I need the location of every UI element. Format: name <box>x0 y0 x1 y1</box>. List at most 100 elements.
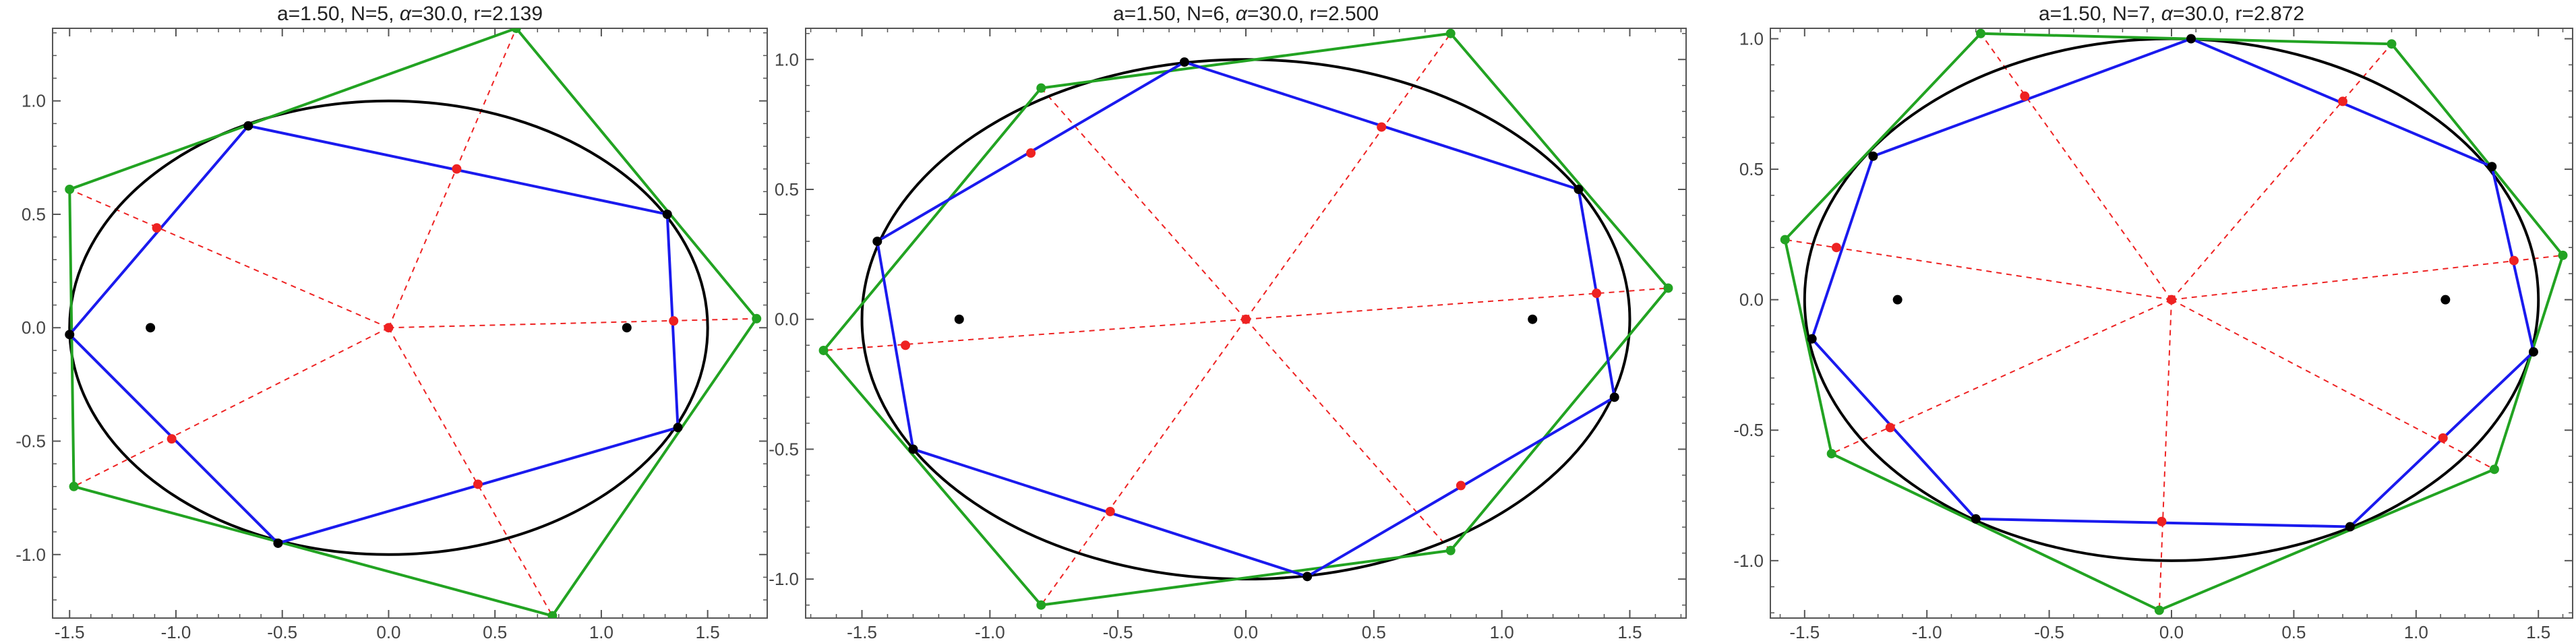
x-tick-label: 1.0 <box>589 622 613 642</box>
outer-vertex <box>2558 250 2568 260</box>
y-tick-label: 0.5 <box>1739 159 1764 179</box>
ray-line <box>1980 33 2172 301</box>
outer-polygon <box>68 28 758 617</box>
x-tick-label: 1.5 <box>1617 622 1642 642</box>
outer-vertex <box>2489 464 2499 474</box>
ray-line <box>2171 254 2563 301</box>
x-tick-label: -1.5 <box>55 622 85 642</box>
y-tick-label: -1.0 <box>769 569 799 589</box>
ray-line <box>1040 319 1247 606</box>
outer-polygon <box>1783 32 2565 612</box>
y-tick-label: -0.5 <box>16 431 46 452</box>
ray-line <box>73 327 389 487</box>
outer-vertex <box>1445 28 1456 38</box>
ray-line <box>2158 299 2172 611</box>
x-tick-label: -1.0 <box>975 622 1005 642</box>
inner-vertex <box>2487 162 2497 172</box>
outer-vertex <box>1780 235 1790 245</box>
midpoint <box>1456 481 1466 491</box>
inner-vertex <box>673 423 683 433</box>
midpoint <box>2020 91 2030 101</box>
inner-vertex <box>908 444 918 454</box>
outer-vertex <box>1036 83 1046 93</box>
y-tick-label: -0.5 <box>769 439 799 459</box>
ray-line <box>1831 299 2172 454</box>
midpoint <box>669 316 679 326</box>
inner-vertex <box>65 330 75 340</box>
inner-vertex <box>1971 514 1981 524</box>
midpoint <box>473 479 483 489</box>
ray-line <box>1785 239 2172 301</box>
center-point <box>2167 295 2176 305</box>
x-tick-label: -1.0 <box>161 622 191 642</box>
midpoint <box>2509 255 2519 266</box>
focus-point <box>954 314 964 324</box>
ray-line <box>823 318 1247 351</box>
outer-vertex <box>1663 283 1673 293</box>
outer-vertex <box>2387 39 2397 49</box>
inner-vertex <box>2345 522 2355 532</box>
outer-vertex <box>547 611 558 618</box>
y-tick-label: 0.5 <box>22 204 46 224</box>
ray-line <box>2171 43 2393 301</box>
midpoint <box>2157 516 2167 526</box>
x-tick-label: -1.0 <box>1912 622 1942 642</box>
focus-point <box>146 323 156 333</box>
midpoint <box>901 340 911 350</box>
midpoint <box>1592 288 1602 299</box>
focus-point <box>1892 295 1903 305</box>
outer-vertex <box>511 28 521 33</box>
midpoint <box>1026 148 1036 158</box>
y-tick-label: -1.0 <box>16 545 46 565</box>
ellipse <box>68 99 709 556</box>
outer-vertex <box>69 481 79 491</box>
plot-area <box>65 28 762 618</box>
inner-vertex <box>872 237 882 247</box>
outer-vertex <box>752 313 762 324</box>
x-tick-label: 0.0 <box>2159 622 2184 642</box>
plot-area <box>818 28 1673 610</box>
panel-title: a=1.50, N=7, α=30.0, r=2.872 <box>2039 3 2304 25</box>
x-tick-label: 1.0 <box>2404 622 2428 642</box>
x-tick-label: 1.5 <box>696 622 720 642</box>
x-tick-label: -0.5 <box>1103 622 1133 642</box>
y-tick-label: 0.0 <box>775 309 799 330</box>
x-tick-label: -1.5 <box>847 622 877 642</box>
panel-title: a=1.50, N=6, α=30.0, r=2.500 <box>1113 3 1379 25</box>
focus-point <box>622 323 632 333</box>
focus-point <box>1528 314 1538 324</box>
outer-vertex <box>1036 600 1046 610</box>
inner-vertex <box>1302 572 1313 582</box>
inner-polygon <box>68 124 680 545</box>
x-tick-label: -1.5 <box>1789 622 1820 642</box>
y-tick-label: 0.5 <box>775 179 799 200</box>
ray-line <box>388 28 517 328</box>
y-tick-label: 0.0 <box>1739 290 1764 310</box>
y-tick-label: 1.0 <box>1739 28 1764 49</box>
midpoint <box>167 434 177 444</box>
inner-vertex <box>1574 184 1584 194</box>
y-tick-label: -1.0 <box>1733 551 1764 571</box>
inner-vertex <box>2528 347 2538 357</box>
outer-vertex <box>1826 449 1836 459</box>
outer-vertex <box>65 184 75 194</box>
center-point <box>384 323 394 333</box>
ray-line <box>1245 287 1669 320</box>
midpoint <box>1105 506 1115 516</box>
x-tick-label: -0.5 <box>2034 622 2064 642</box>
x-tick-label: 0.5 <box>483 622 507 642</box>
midpoint <box>1377 122 1387 132</box>
x-tick-label: 0.0 <box>376 622 400 642</box>
ray-line <box>388 327 553 617</box>
ray-line <box>2171 299 2495 470</box>
x-tick-label: 1.5 <box>2526 622 2550 642</box>
ray-line <box>1245 319 1451 551</box>
y-tick-label: 1.0 <box>22 91 46 111</box>
x-tick-label: 1.0 <box>1490 622 1514 642</box>
panel-n5: a=1.50, N=5, α=30.0, r=2.139 -1.5 -1.0 -0.5… <box>16 3 768 642</box>
panel-n6: a=1.50, N=6, α=30.0, r=2.500 -1.5 -1.0 -0.5… <box>769 3 1687 642</box>
inner-vertex <box>1868 151 1878 161</box>
plot-frame <box>52 28 768 619</box>
panel-title: a=1.50, N=5, α=30.0, r=2.139 <box>277 3 543 25</box>
